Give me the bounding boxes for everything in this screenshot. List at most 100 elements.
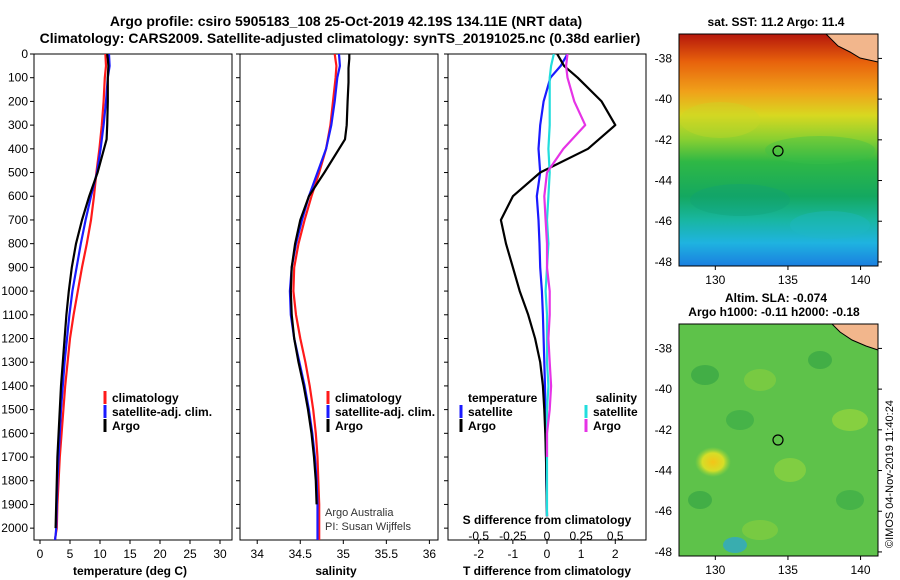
difference-profiles (499, 54, 617, 517)
x-tick-label: 15 (123, 547, 137, 561)
depth-tick-label: 2000 (1, 521, 28, 535)
legend-label-climatology: climatology (112, 391, 179, 405)
depth-tick-label: 200 (8, 94, 28, 108)
legend-label-argo: Argo (335, 419, 363, 433)
s-difference-axis-label: S difference from climatology (463, 513, 632, 527)
lat-tick-label: -40 (655, 92, 673, 106)
depth-tick-label: 600 (8, 189, 28, 203)
depth-tick-label: 1500 (1, 403, 28, 417)
series-climatology (292, 54, 338, 540)
depth-tick-label: 1900 (1, 497, 28, 511)
series-climatology (53, 54, 108, 540)
legend-label-climatology: climatology (335, 391, 402, 405)
difference-legend: temperature satellite Argo salinity sate… (459, 391, 638, 433)
depth-tick-label: 300 (8, 118, 28, 132)
x-tick-label: -1 (508, 547, 519, 561)
legend-label-satellite-adj: satellite-adj. clim. (112, 405, 212, 419)
depth-tick-label: 1200 (1, 331, 28, 345)
temperature-profiles (53, 54, 111, 540)
credit-line-2: PI: Susan Wijffels (325, 521, 411, 533)
s-diff-tick-label: 0.5 (607, 529, 624, 543)
s-diff-tick-label: 0.25 (569, 529, 593, 543)
series-s-argo (543, 54, 587, 457)
sst-map-texture (680, 102, 875, 239)
legend-label-satellite-adj: satellite-adj. clim. (335, 405, 435, 419)
sla-map-field (679, 324, 878, 556)
x-tick-label: 2 (612, 547, 619, 561)
depth-tick-label: 1300 (1, 355, 28, 369)
x-tick-label: 10 (93, 547, 107, 561)
x-tick-label: 0 (37, 547, 44, 561)
sst-map-title: sat. SST: 11.2 Argo: 11.4 (708, 15, 845, 29)
x-tick-label: 0 (544, 547, 551, 561)
s-diff-tick-label: -0.25 (499, 529, 527, 543)
depth-tick-label: 900 (8, 260, 28, 274)
sla-map-title-2: Argo h1000: -0.11 h2000: -0.18 (688, 305, 860, 319)
s-diff-tick-label: -0.5 (468, 529, 489, 543)
series-t-satellite (535, 54, 569, 517)
temperature-legend: climatology satellite-adj. clim. Argo (103, 391, 212, 433)
series-argo (54, 54, 110, 529)
temperature-panel-frame (33, 53, 233, 541)
salinity-panel-frame (239, 53, 439, 541)
figure-title-line-2: Climatology: CARS2009. Satellite-adjuste… (40, 30, 641, 46)
temperature-x-axis: 0 5 10 15 20 25 30 (37, 540, 227, 561)
sla-map-texture (688, 351, 868, 540)
lat-tick-label: -42 (655, 423, 673, 437)
lat-tick-label: -44 (655, 464, 673, 478)
lon-tick-label: 140 (851, 273, 871, 287)
lon-tick-label: 130 (705, 563, 725, 577)
x-tick-label: 1 (578, 547, 585, 561)
lat-tick-label: -42 (655, 133, 673, 147)
sla-map-title-1: Altim. SLA: -0.074 (725, 291, 827, 305)
x-tick-label: 20 (153, 547, 167, 561)
sst-map-field (679, 34, 878, 266)
lat-tick-label: -40 (655, 382, 673, 396)
sst-map-lat-axis: -38 -40 -42 -44 -46 -48 (655, 51, 882, 269)
lat-tick-label: -38 (655, 341, 673, 355)
salinity-profiles (288, 54, 351, 540)
lat-tick-label: -48 (655, 255, 673, 269)
depth-tick-label: 1400 (1, 379, 28, 393)
depth-tick-label: 400 (8, 142, 28, 156)
lat-tick-label: -46 (655, 214, 673, 228)
depth-tick-label: 1100 (2, 308, 28, 322)
t-difference-x-axis: -2 -1 0 1 2 (473, 540, 619, 561)
s-diff-tick-label: 0 (544, 529, 551, 543)
salinity-x-axis: 34 34.5 35 35.5 36 (251, 540, 437, 561)
lon-tick-label: 140 (851, 563, 871, 577)
sst-map-frame (678, 33, 879, 267)
series-t-argo (499, 54, 617, 517)
lat-tick-label: -38 (655, 51, 673, 65)
temperature-axis-label: temperature (deg C) (73, 564, 187, 578)
depth-tick-label: 1000 (1, 284, 28, 298)
x-tick-label: 30 (213, 547, 227, 561)
salinity-axis-label: salinity (315, 564, 357, 578)
x-tick-label: 5 (67, 547, 74, 561)
sst-map-lon-axis: 130 135 140 (705, 266, 871, 287)
x-tick-label: 34.5 (289, 547, 313, 561)
lon-tick-label: 135 (778, 563, 798, 577)
sla-map-lon-axis: 130 135 140 (705, 556, 871, 577)
x-tick-label: 35 (337, 547, 351, 561)
lat-tick-label: -48 (655, 545, 673, 559)
x-tick-label: -2 (473, 547, 484, 561)
legend-heading-salinity: salinity (596, 391, 638, 405)
lon-tick-label: 130 (705, 273, 725, 287)
lon-tick-label: 135 (778, 273, 798, 287)
x-tick-label: 25 (183, 547, 197, 561)
sla-map-cool-anomaly (723, 537, 747, 553)
s-difference-x-axis: -0.5 -0.25 0 0.25 0.5 (468, 529, 624, 543)
sst-map-argo-location (772, 145, 784, 157)
series-argo (289, 54, 351, 505)
sla-map-argo-location (772, 434, 784, 446)
t-difference-axis-label: T difference from climatology (463, 564, 631, 578)
legend-label-s-argo: Argo (593, 419, 621, 433)
legend-heading-temperature: temperature (468, 391, 538, 405)
depth-tick-label: 0 (21, 47, 28, 61)
depth-tick-label: 1800 (1, 474, 28, 488)
depth-tick-label: 800 (8, 237, 28, 251)
x-tick-label: 36 (423, 547, 437, 561)
lat-tick-label: -46 (655, 504, 673, 518)
